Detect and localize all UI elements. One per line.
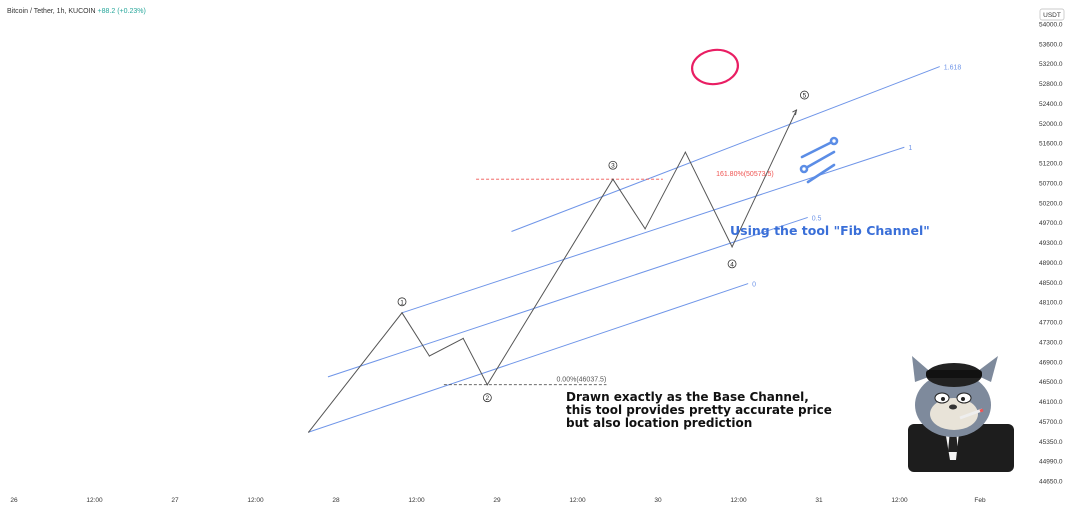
- description-line-2: this tool provides pretty accurate price: [566, 403, 832, 417]
- wave-point: [462, 337, 464, 339]
- y-tick-label: 50700.0: [1039, 180, 1063, 187]
- fib-channel-tool-icon: [799, 136, 839, 184]
- symbol-line: Bitcoin / Tether, 1h, KUCOIN: [7, 8, 96, 15]
- wave-label-2: 2: [486, 395, 490, 402]
- x-tick-label: 29: [493, 497, 501, 504]
- y-tick-label: 48100.0: [1039, 300, 1063, 307]
- y-tick-label: 46900.0: [1039, 359, 1063, 366]
- y-tick-label: 49700.0: [1039, 220, 1063, 227]
- x-tick-label: 12:00: [569, 497, 586, 504]
- fib-channel-label-1: 1: [908, 145, 912, 152]
- cartoon-cat-icon: [908, 356, 1014, 472]
- elliott-wave-path: [308, 109, 797, 433]
- wave-label-5: 5: [803, 93, 807, 100]
- fib-level-label-0: 161.80%(50573.5): [716, 171, 774, 178]
- x-tick-label: 12:00: [891, 497, 908, 504]
- y-tick-label: 51600.0: [1039, 141, 1063, 148]
- wave-point: [731, 246, 733, 248]
- y-tick-label: 46500.0: [1039, 379, 1063, 386]
- y-tick-label: 50200.0: [1039, 200, 1063, 207]
- wave-label-circle-3: [608, 160, 618, 170]
- wave-point: [486, 384, 488, 386]
- y-tick-label: 48500.0: [1039, 280, 1063, 287]
- wave-label-3: 3: [611, 163, 615, 170]
- wave-point: [428, 355, 430, 357]
- fib-level-label-1: 0.00%(46037.5): [556, 377, 606, 384]
- y-tick-label: 53200.0: [1039, 61, 1063, 68]
- y-tick-label: 53600.0: [1039, 41, 1063, 48]
- x-tick-label: 12:00: [408, 497, 425, 504]
- price-change: +88.2 (+0.23%): [97, 8, 146, 15]
- chart-title: Bitcoin / Tether, 1h, KUCOIN +88.2 (+0.2…: [7, 8, 146, 15]
- x-tick-label: 27: [171, 497, 179, 504]
- y-tick-label: 52400.0: [1039, 101, 1063, 108]
- y-tick-label: 45700.0: [1039, 419, 1063, 426]
- description-line-1: Drawn exactly as the Base Channel,: [566, 390, 809, 404]
- y-tick-label: 44650.0: [1039, 479, 1063, 486]
- x-tick-label: 26: [10, 497, 18, 504]
- fib-channel-line-0-5: [327, 216, 808, 378]
- wave-label-circle-1: [397, 297, 407, 307]
- wave-point: [612, 178, 614, 180]
- x-tick-label: 12:00: [247, 497, 264, 504]
- fib-channel-label-0-5: 0.5: [812, 215, 822, 222]
- wave-label-circle-4: [727, 259, 737, 269]
- y-tick-label: 49300.0: [1039, 240, 1063, 247]
- y-tick-label: 48900.0: [1039, 260, 1063, 267]
- y-tick-label: 52000.0: [1039, 121, 1063, 128]
- wave-point: [308, 431, 310, 433]
- highlight-circle: [691, 48, 739, 86]
- wave-point: [684, 151, 686, 153]
- x-tick-label: 12:00: [730, 497, 747, 504]
- wave-label-circle-2: [482, 393, 492, 403]
- description-line-3: but also location prediction: [566, 416, 753, 430]
- fib-channel-label-1-618: 1.618: [944, 65, 962, 72]
- x-tick-label: 30: [654, 497, 662, 504]
- currency-label: USDT: [1043, 12, 1061, 19]
- y-tick-label: 47300.0: [1039, 339, 1063, 346]
- y-tick-label: 54000.0: [1039, 22, 1063, 29]
- wave-point: [401, 312, 403, 314]
- x-tick-label: Feb: [974, 497, 986, 504]
- wave-label-1: 1: [400, 299, 404, 306]
- fib-channel-line-1-618: [511, 66, 940, 232]
- x-tick-label: 31: [815, 497, 823, 504]
- y-tick-label: 47700.0: [1039, 320, 1063, 327]
- y-tick-label: 52800.0: [1039, 81, 1063, 88]
- y-tick-label: 44990.0: [1039, 459, 1063, 466]
- x-tick-label: 28: [332, 497, 340, 504]
- description-note: Drawn exactly as the Base Channel, this …: [566, 391, 832, 430]
- wave-point: [795, 109, 798, 111]
- y-tick-label: 46100.0: [1039, 399, 1063, 406]
- fib-channel-label-0: 0: [752, 282, 756, 289]
- wave-label-circle-5: [800, 90, 809, 100]
- y-tick-label: 45350.0: [1039, 439, 1063, 446]
- tool-note: Using the tool "Fib Channel": [730, 223, 930, 238]
- currency-box: [1039, 8, 1065, 21]
- wave-label-4: 4: [730, 261, 734, 268]
- fib-channel-line-0: [308, 283, 749, 433]
- wave-point: [644, 228, 646, 230]
- x-tick-label: 12:00: [86, 497, 103, 504]
- y-tick-label: 51200.0: [1039, 161, 1063, 168]
